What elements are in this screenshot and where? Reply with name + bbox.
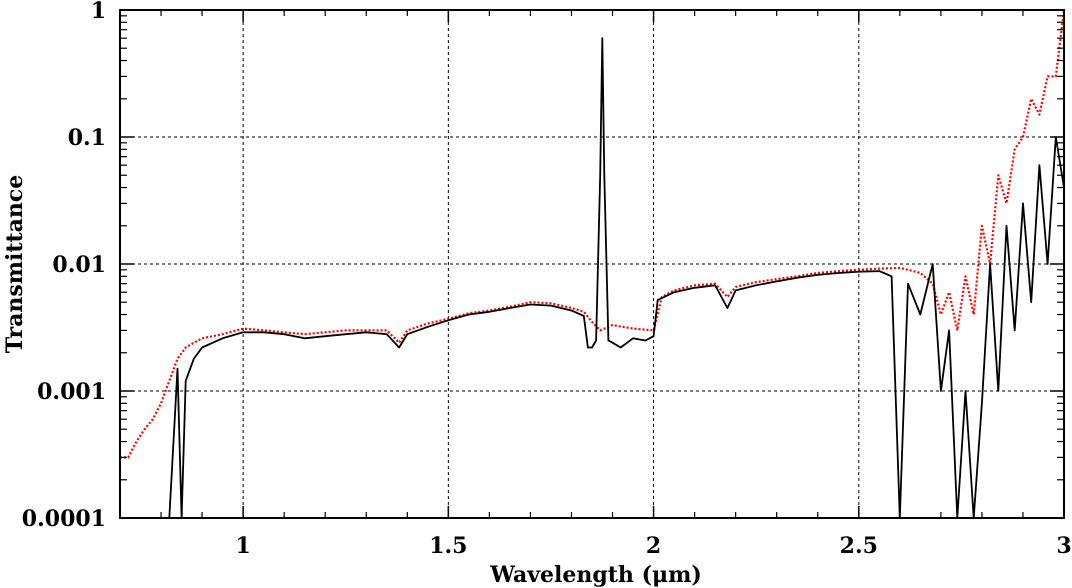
x-tick-label: 1.5: [429, 533, 467, 559]
plot-frame: [119, 9, 1065, 519]
series-line-black-solid: [120, 37, 1064, 518]
axis-ticks: [119, 9, 1065, 519]
y-axis-label: Transmittance: [2, 175, 28, 354]
y-tick-label: 0.1: [68, 125, 106, 151]
y-tick-label: 0.01: [52, 252, 106, 278]
y-tick-label: 1: [91, 0, 106, 24]
series-line-red-dotted: [120, 10, 1064, 459]
grid-lines: [120, 10, 1064, 518]
x-tick-label: 2: [646, 533, 661, 559]
x-tick-label: 2.5: [840, 533, 878, 559]
x-tick-label: 3: [1056, 533, 1071, 559]
x-tick-label: 1: [235, 533, 250, 559]
y-tick-label: 0.001: [37, 379, 106, 405]
x-axis-label: Wavelength (μm): [489, 562, 702, 588]
series-layer: [120, 10, 1064, 518]
tick-labels: 1 1.5 2 2.5 3 0.0001 0.001 0.01 0.1 1: [22, 0, 1072, 559]
y-tick-label: 0.0001: [22, 506, 106, 532]
